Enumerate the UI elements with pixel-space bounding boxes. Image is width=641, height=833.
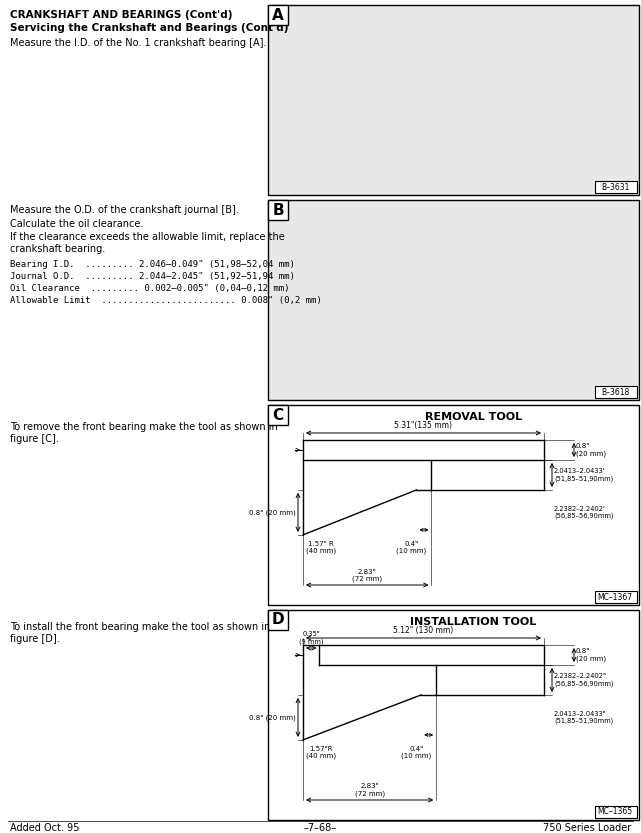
Text: REMOVAL TOOL: REMOVAL TOOL <box>425 412 522 422</box>
Text: Bearing I.D.  ......... 2.046–0.049" (51,98–52,04 mm): Bearing I.D. ......... 2.046–0.049" (51,… <box>10 260 295 269</box>
Text: figure [D].: figure [D]. <box>10 634 60 644</box>
Text: B: B <box>272 202 284 217</box>
Text: 2.0413–2.0433"
(51,85–51,90mm): 2.0413–2.0433" (51,85–51,90mm) <box>554 711 613 724</box>
Text: 2.2382–2.2402'
(56,85–56,90mm): 2.2382–2.2402' (56,85–56,90mm) <box>554 506 613 519</box>
Text: MC–1367: MC–1367 <box>597 592 633 601</box>
Text: Oil Clearance  ......... 0.002–0.005" (0,04–0,12 mm): Oil Clearance ......... 0.002–0.005" (0,… <box>10 284 290 293</box>
Text: 2.83"
(72 mm): 2.83" (72 mm) <box>352 568 382 582</box>
Bar <box>268 405 288 425</box>
Bar <box>268 610 288 630</box>
Text: Measure the I.D. of the No. 1 crankshaft bearing [A].: Measure the I.D. of the No. 1 crankshaft… <box>10 38 267 48</box>
Text: B–3631: B–3631 <box>601 182 629 192</box>
Text: 0.8"
(20 mm): 0.8" (20 mm) <box>576 648 606 661</box>
Text: 5.12" (130 mm): 5.12" (130 mm) <box>394 626 454 635</box>
Text: Calculate the oil clearance.: Calculate the oil clearance. <box>10 219 144 229</box>
Text: 0.4"
(10 mm): 0.4" (10 mm) <box>396 541 426 555</box>
Text: A: A <box>272 7 284 22</box>
Text: B–3618: B–3618 <box>601 387 629 397</box>
Bar <box>595 806 637 818</box>
Text: Added Oct. 95: Added Oct. 95 <box>10 823 79 833</box>
Text: 2.2382–2.2402"
(56,85–56,90mm): 2.2382–2.2402" (56,85–56,90mm) <box>554 673 613 686</box>
Text: crankshaft bearing.: crankshaft bearing. <box>10 244 105 254</box>
Text: CRANKSHAFT AND BEARINGS (Cont'd): CRANKSHAFT AND BEARINGS (Cont'd) <box>10 10 233 20</box>
Text: Measure the O.D. of the crankshaft journal [B].: Measure the O.D. of the crankshaft journ… <box>10 205 239 215</box>
Text: 0.8" (20 mm): 0.8" (20 mm) <box>249 714 296 721</box>
Text: 0.35"
(9 mm): 0.35" (9 mm) <box>299 631 324 645</box>
Bar <box>268 5 288 25</box>
Text: figure [C].: figure [C]. <box>10 434 59 444</box>
Text: To install the front bearing make the tool as shown in: To install the front bearing make the to… <box>10 622 271 632</box>
Text: INSTALLATION TOOL: INSTALLATION TOOL <box>410 617 537 627</box>
Bar <box>268 5 639 195</box>
Bar <box>268 200 639 400</box>
Text: 5.31"(135 mm): 5.31"(135 mm) <box>394 421 453 430</box>
Text: 0.8" (20 mm): 0.8" (20 mm) <box>249 509 296 516</box>
Text: C: C <box>272 407 283 422</box>
Text: D: D <box>272 612 285 627</box>
Text: Servicing the Crankshaft and Bearings (Cont'd): Servicing the Crankshaft and Bearings (C… <box>10 23 288 33</box>
Text: 750 Series Loader: 750 Series Loader <box>543 823 631 833</box>
Bar <box>268 610 639 820</box>
Text: 2.83"
(72 mm): 2.83" (72 mm) <box>354 784 385 797</box>
Bar <box>268 405 639 605</box>
Text: 0.4"
(10 mm): 0.4" (10 mm) <box>401 746 431 760</box>
Bar <box>268 200 288 220</box>
Text: Journal O.D.  ......... 2.044–2.045" (51,92–51,94 mm): Journal O.D. ......... 2.044–2.045" (51,… <box>10 272 295 281</box>
Text: Allowable Limit  ......................... 0.008" (0,2 mm): Allowable Limit ........................… <box>10 296 322 305</box>
Text: If the clearance exceeds the allowable limit, replace the: If the clearance exceeds the allowable l… <box>10 232 285 242</box>
Text: 0.8"
(20 mm): 0.8" (20 mm) <box>576 443 606 456</box>
Text: 1.57"R
(40 mm): 1.57"R (40 mm) <box>306 746 336 760</box>
Text: 2.0413–2.0433'
(51,85–51,90mm): 2.0413–2.0433' (51,85–51,90mm) <box>554 468 613 481</box>
Bar <box>595 591 637 603</box>
Bar <box>595 386 637 398</box>
Text: MC–1365: MC–1365 <box>597 807 633 816</box>
Text: –7–68–: –7–68– <box>303 823 337 833</box>
Text: To remove the front bearing make the tool as shown in: To remove the front bearing make the too… <box>10 422 278 432</box>
Text: 1.57" R
(40 mm): 1.57" R (40 mm) <box>306 541 336 555</box>
Bar <box>595 181 637 193</box>
